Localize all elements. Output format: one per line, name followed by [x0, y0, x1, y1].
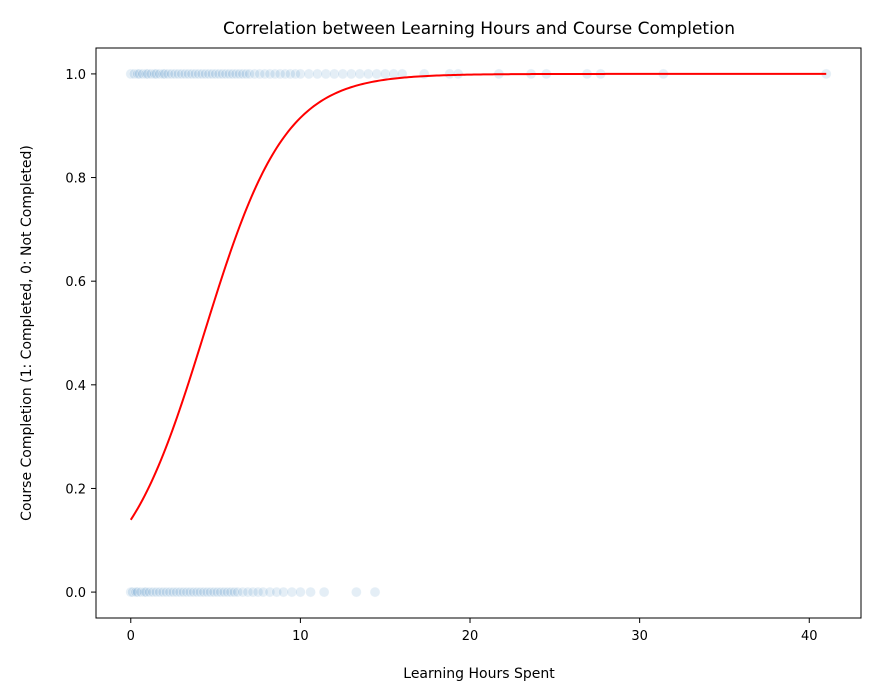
scatter-point: [303, 68, 315, 80]
scatter-point: [418, 68, 430, 80]
scatter-point: [295, 586, 306, 598]
scatter-point: [396, 68, 408, 80]
chart-title: Correlation between Learning Hours and C…: [223, 19, 735, 39]
x-tick-label: 0: [127, 629, 135, 644]
scatter-point: [305, 586, 316, 598]
scatter-point: [371, 68, 383, 80]
scatter-point: [312, 68, 323, 80]
x-tick-label: 40: [801, 629, 818, 644]
y-tick-label: 0.2: [65, 482, 86, 497]
scatter-point: [444, 68, 455, 80]
fit-line-layer: [129, 72, 827, 521]
scatter-point: [362, 68, 374, 80]
scatter-point: [240, 68, 252, 80]
scatter-point: [318, 586, 330, 598]
y-axis-ticks: 0.0 0.2 0.4 0.6 0.8 1.0: [65, 68, 96, 601]
y-tick-label: 0.0: [65, 586, 86, 601]
scatter-point: [369, 586, 381, 598]
plot-area-frame: [95, 47, 862, 619]
scatter-point: [295, 68, 306, 80]
y-tick-label: 1.0: [65, 68, 86, 83]
scatter-point: [351, 586, 362, 598]
x-tick-label: 20: [462, 629, 479, 644]
scatter-point: [278, 586, 289, 598]
scatter-point: [320, 68, 332, 80]
scatter-point: [286, 586, 298, 598]
scatter-point: [354, 68, 366, 80]
y-tick-label: 0.6: [65, 275, 86, 290]
y-axis-label: Course Completion (1: Completed, 0: Not …: [19, 145, 35, 521]
y-tick-label: 0.4: [65, 379, 86, 394]
scatter-point: [329, 68, 340, 80]
y-tick-label: 0.8: [65, 172, 86, 187]
x-axis-ticks: 0 10 20 30 40: [127, 618, 818, 644]
logistic-fit-line: [129, 72, 827, 521]
x-tick-label: 30: [631, 629, 648, 644]
x-axis-label: Learning Hours Spent: [403, 666, 555, 682]
scatter-points: [125, 68, 832, 598]
scatter-point: [228, 586, 240, 598]
scatter-point: [345, 68, 357, 80]
x-tick-label: 10: [292, 629, 309, 644]
scatter-point: [337, 68, 349, 80]
